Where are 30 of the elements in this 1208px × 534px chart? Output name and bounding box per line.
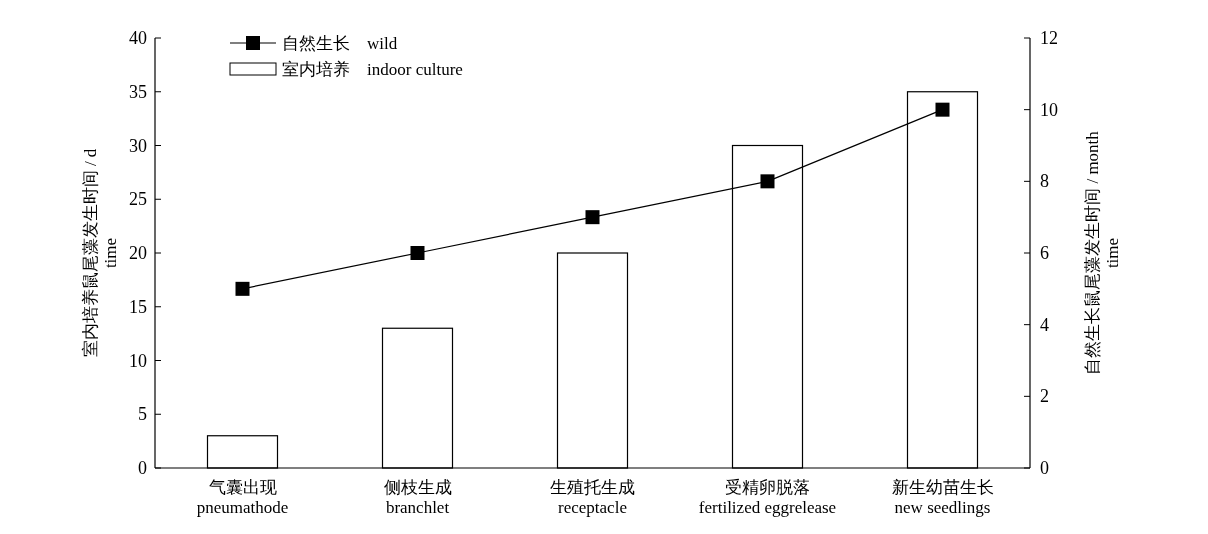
y2-axis-title: 自然生长鼠尾藻发生时间 / month time xyxy=(1083,130,1123,375)
point xyxy=(410,246,425,260)
legend-label: 自然生长 wild xyxy=(282,34,398,53)
point xyxy=(760,174,775,189)
point xyxy=(235,281,250,296)
y-tick-label: 25 xyxy=(129,189,147,210)
y-tick-label: 0 xyxy=(138,458,147,478)
y2-tick-label: 8 xyxy=(1040,171,1049,192)
x-tick-label: 受精卵脱落 fertilized eggrelease xyxy=(698,478,837,518)
x-tick-label: 生殖托生成 receptacle xyxy=(550,478,635,518)
y2-tick-label: 12 xyxy=(1040,28,1058,48)
point xyxy=(935,102,950,117)
y-tick-label: 40 xyxy=(129,28,147,48)
x-tick-label: 侧枝生成 branchlet xyxy=(383,478,452,518)
y2-tick-label: 10 xyxy=(1040,99,1058,120)
y2-tick-label: 0 xyxy=(1040,458,1049,478)
x-tick-label: 气囊出现 pneumathode xyxy=(196,478,289,518)
point xyxy=(585,210,600,225)
y-tick-label: 5 xyxy=(138,404,147,425)
y-tick-label: 35 xyxy=(129,81,147,102)
y2-tick-label: 6 xyxy=(1040,243,1049,263)
y2-tick-label: 2 xyxy=(1040,386,1049,407)
legend-label: 室内培养 indoor culture xyxy=(282,60,463,79)
y-tick-label: 20 xyxy=(129,243,147,263)
x-tick-label: 新生幼苗生长 new seedlings xyxy=(891,478,994,518)
y2-tick-label: 4 xyxy=(1040,314,1049,335)
y-axis-title: 室内培养鼠尾藻发生时间 / d time xyxy=(81,148,121,358)
y-tick-label: 30 xyxy=(129,135,147,156)
y-tick-label: 10 xyxy=(129,350,147,371)
y-tick-label: 15 xyxy=(129,296,147,317)
